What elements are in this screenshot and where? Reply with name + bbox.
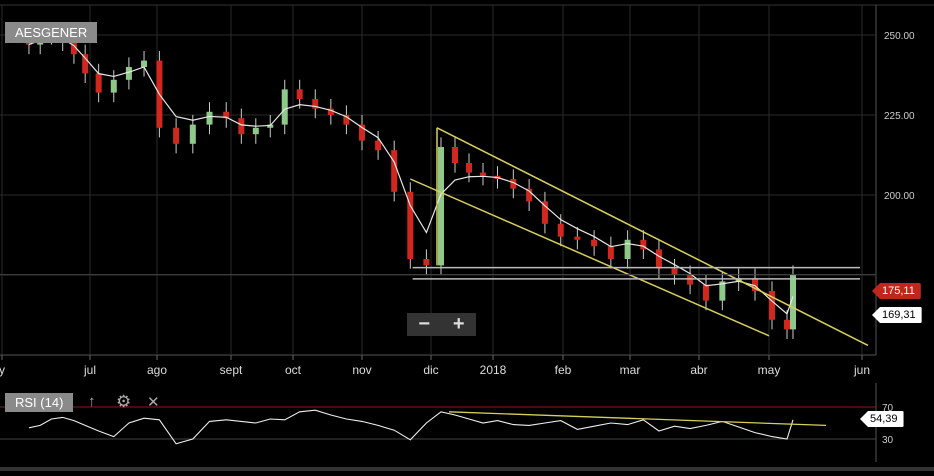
candle-body xyxy=(541,201,548,224)
candle-body xyxy=(173,127,180,144)
zoom-in-button[interactable]: + xyxy=(452,313,465,335)
last-price-label: 175,11 xyxy=(872,283,921,299)
x-tick-label: y xyxy=(0,363,5,377)
x-tick-label: oct xyxy=(285,363,302,377)
candle-body xyxy=(327,108,334,115)
candle-body xyxy=(624,239,631,259)
x-tick-label: dic xyxy=(423,363,438,377)
rsi-tick-label: 70 xyxy=(882,403,894,414)
x-tick-label: 2018 xyxy=(480,363,507,377)
rsi-tick-label: 30 xyxy=(882,435,894,446)
y-tick-label: 200.00 xyxy=(884,191,915,202)
ma-price-label: 169,31 xyxy=(872,307,922,323)
candle-body xyxy=(526,188,533,202)
candle-body xyxy=(252,127,259,135)
candle-body xyxy=(238,118,245,135)
candle-body xyxy=(189,124,196,144)
close-icon[interactable]: ✕ xyxy=(147,394,160,411)
candle-body xyxy=(391,150,398,192)
candle-body xyxy=(206,111,213,125)
zoom-controls: − + xyxy=(407,313,476,336)
candle-body xyxy=(466,163,472,173)
candle-body xyxy=(640,239,647,250)
x-tick-label: jul xyxy=(83,363,96,377)
candle-body xyxy=(375,140,382,151)
candle-body xyxy=(671,268,678,275)
arrow-up-icon[interactable]: ↑ xyxy=(88,393,96,410)
candle-body xyxy=(312,99,319,109)
candle-body xyxy=(480,172,486,176)
candle-body xyxy=(281,89,288,125)
rsi-line xyxy=(28,409,794,445)
zoom-out-button[interactable]: − xyxy=(418,313,431,335)
moving-average-line xyxy=(28,35,794,315)
candle-body xyxy=(95,73,102,93)
candle-body xyxy=(141,60,148,67)
candle-body xyxy=(769,291,775,320)
rsi-value-label: 54,39 xyxy=(860,411,904,427)
symbol-label: AESGENER xyxy=(5,22,98,43)
y-tick-label: 250.00 xyxy=(884,31,915,42)
x-tick-label: feb xyxy=(555,363,572,377)
candle-body xyxy=(719,281,726,301)
candle-body xyxy=(607,246,614,259)
candle-body xyxy=(223,111,230,119)
candle-body xyxy=(125,67,132,80)
candle-body xyxy=(452,147,458,163)
trendline xyxy=(436,127,869,347)
candle-body xyxy=(438,147,444,266)
candle-body xyxy=(110,79,117,93)
candle-body xyxy=(752,278,758,291)
candle-body xyxy=(790,275,796,330)
x-tick-label: sept xyxy=(220,363,243,377)
candle-body xyxy=(784,319,790,330)
candle-body xyxy=(296,89,303,99)
x-tick-label: abr xyxy=(690,363,707,377)
candle-body xyxy=(82,54,89,74)
candle-body xyxy=(267,124,274,128)
candle-body xyxy=(25,41,32,45)
trendline xyxy=(409,178,770,337)
candle-body xyxy=(687,275,694,285)
x-tick-label: may xyxy=(758,363,781,377)
candle-body xyxy=(70,41,77,55)
candle-body xyxy=(510,179,517,189)
candle-body xyxy=(343,115,350,125)
candle-body xyxy=(703,284,709,301)
candle-body xyxy=(557,223,564,237)
candle-body xyxy=(407,191,414,259)
candle-body xyxy=(359,124,365,141)
rsi-trendline xyxy=(448,411,827,427)
candle-body xyxy=(423,259,430,266)
gear-icon[interactable]: ⚙ xyxy=(116,392,132,411)
x-tick-label: nov xyxy=(352,363,371,377)
rsi-indicator-label[interactable]: RSI (14) xyxy=(5,393,74,412)
y-tick-label: 225.00 xyxy=(884,111,915,122)
x-tick-label: jun xyxy=(853,363,870,377)
x-tick-label: mar xyxy=(620,363,641,377)
candle-body xyxy=(655,249,662,269)
candle-body xyxy=(591,239,598,247)
x-tick-label: ago xyxy=(147,363,167,377)
candle-body xyxy=(574,236,581,240)
